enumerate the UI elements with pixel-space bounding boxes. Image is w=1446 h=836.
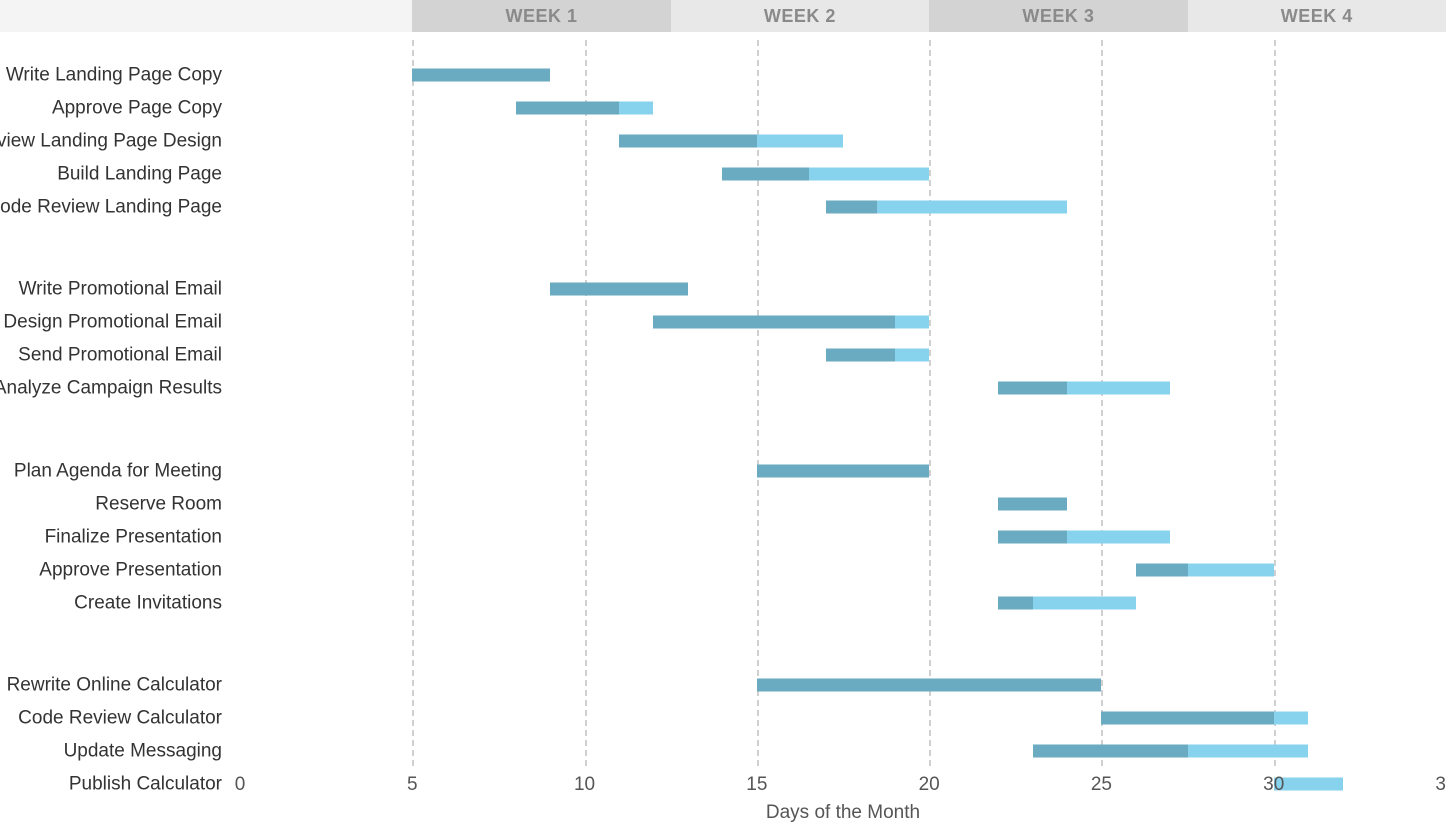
task-label: Write Landing Page Copy (6, 65, 240, 84)
task-row: Write Landing Page Copy (240, 58, 1446, 91)
task-bar (998, 497, 1067, 510)
task-bar-dark (653, 316, 894, 329)
x-tick-label: 35 (1435, 774, 1446, 796)
task-bar-light (1188, 563, 1274, 576)
task-label: Write Promotional Email (19, 280, 240, 299)
task-label: Approve Presentation (39, 560, 240, 579)
task-row: Send Promotional Email (240, 339, 1446, 372)
task-row: Finalize Presentation (240, 520, 1446, 553)
x-tick-label: 30 (1263, 774, 1284, 796)
task-bar-light (1188, 745, 1309, 758)
week-header-cell: WEEK 2 (671, 0, 929, 32)
task-bar (722, 167, 929, 180)
task-label: Plan Agenda for Meeting (14, 461, 240, 480)
task-bar (826, 200, 1067, 213)
task-label: Create Invitations (74, 593, 240, 612)
x-tick-label: 20 (919, 774, 940, 796)
task-label: Approve Page Copy (52, 98, 240, 117)
x-tick-label: 10 (574, 774, 595, 796)
x-tick-label: 5 (407, 774, 418, 796)
task-bar-light (1067, 530, 1170, 543)
x-axis: 05101520253035Days of the Month (240, 766, 1446, 826)
task-row: Update Messaging (240, 735, 1446, 768)
task-bar (550, 283, 688, 296)
task-row: Analyze Campaign Results (240, 372, 1446, 405)
task-row: Plan Agenda for Meeting (240, 454, 1446, 487)
task-row: Approve Presentation (240, 553, 1446, 586)
task-label: Rewrite Online Calculator (7, 676, 240, 695)
task-bar-dark (757, 679, 1102, 692)
task-bar (998, 530, 1170, 543)
task-row: Write Promotional Email (240, 273, 1446, 306)
week-header-cell: WEEK 4 (1188, 0, 1446, 32)
task-bar-dark (826, 349, 895, 362)
task-row: Code Review Landing Page (240, 190, 1446, 223)
x-tick-label: 15 (746, 774, 767, 796)
task-bar (998, 382, 1170, 395)
task-label: Code Review Landing Page (0, 197, 240, 216)
task-bar-dark (1136, 563, 1188, 576)
task-bar-dark (516, 101, 619, 114)
task-row: Reserve Room (240, 487, 1446, 520)
header-spacer (0, 0, 412, 32)
task-label: Code Review Calculator (18, 709, 240, 728)
task-bar-dark (722, 167, 808, 180)
task-bar-light (1274, 712, 1308, 725)
task-label: Send Promotional Email (18, 346, 240, 365)
task-label: Build Landing Page (57, 164, 240, 183)
x-tick-label: 25 (1091, 774, 1112, 796)
task-bar-dark (826, 200, 878, 213)
task-bar-dark (1033, 745, 1188, 758)
task-label: Publish Calculator (69, 775, 240, 794)
task-bar (412, 68, 550, 81)
task-bar (653, 316, 929, 329)
task-row: Rewrite Online Calculator (240, 669, 1446, 702)
x-tick-label: 0 (235, 774, 246, 796)
task-bar-light (1033, 596, 1136, 609)
task-row: Code Review Calculator (240, 702, 1446, 735)
task-label: Update Messaging (64, 742, 240, 761)
gantt-chart: WEEK 1WEEK 2WEEK 3WEEK 4 Write Landing Pa… (0, 0, 1446, 836)
task-bar (826, 349, 929, 362)
task-bar-dark (412, 68, 550, 81)
task-bar (1101, 712, 1308, 725)
task-bar-light (809, 167, 930, 180)
task-row: Build Landing Page (240, 157, 1446, 190)
task-label: Analyze Campaign Results (0, 379, 240, 398)
task-bar (757, 464, 929, 477)
task-bar-light (895, 349, 929, 362)
task-row: Design Promotional Email (240, 306, 1446, 339)
task-bar-light (1067, 382, 1170, 395)
week-header: WEEK 1WEEK 2WEEK 3WEEK 4 (0, 0, 1446, 32)
week-header-cell: WEEK 3 (929, 0, 1187, 32)
task-bar (1136, 563, 1274, 576)
task-bar-light (757, 134, 843, 147)
task-bar-dark (998, 382, 1067, 395)
task-bar-dark (1101, 712, 1273, 725)
task-label: Review Landing Page Design (0, 131, 240, 150)
task-bar-light (877, 200, 1067, 213)
task-label: Reserve Room (95, 494, 240, 513)
task-row: Approve Page Copy (240, 91, 1446, 124)
task-bar-dark (757, 464, 929, 477)
task-bar-dark (998, 497, 1067, 510)
task-bar (757, 679, 1102, 692)
x-axis-title: Days of the Month (766, 802, 920, 824)
task-bar (1033, 745, 1309, 758)
week-header-cell: WEEK 1 (412, 0, 670, 32)
task-label: Finalize Presentation (45, 527, 240, 546)
plot-area: Write Landing Page CopyApprove Page Copy… (240, 40, 1446, 766)
task-bar-light (895, 316, 929, 329)
task-bar (619, 134, 843, 147)
task-row: Create Invitations (240, 586, 1446, 619)
task-bar (516, 101, 654, 114)
task-bar-dark (619, 134, 757, 147)
task-bar-dark (998, 596, 1032, 609)
task-label: Design Promotional Email (3, 313, 240, 332)
task-row: Review Landing Page Design (240, 124, 1446, 157)
task-bar-dark (998, 530, 1067, 543)
task-bar (998, 596, 1136, 609)
task-bar-dark (550, 283, 688, 296)
task-bar-light (619, 101, 653, 114)
